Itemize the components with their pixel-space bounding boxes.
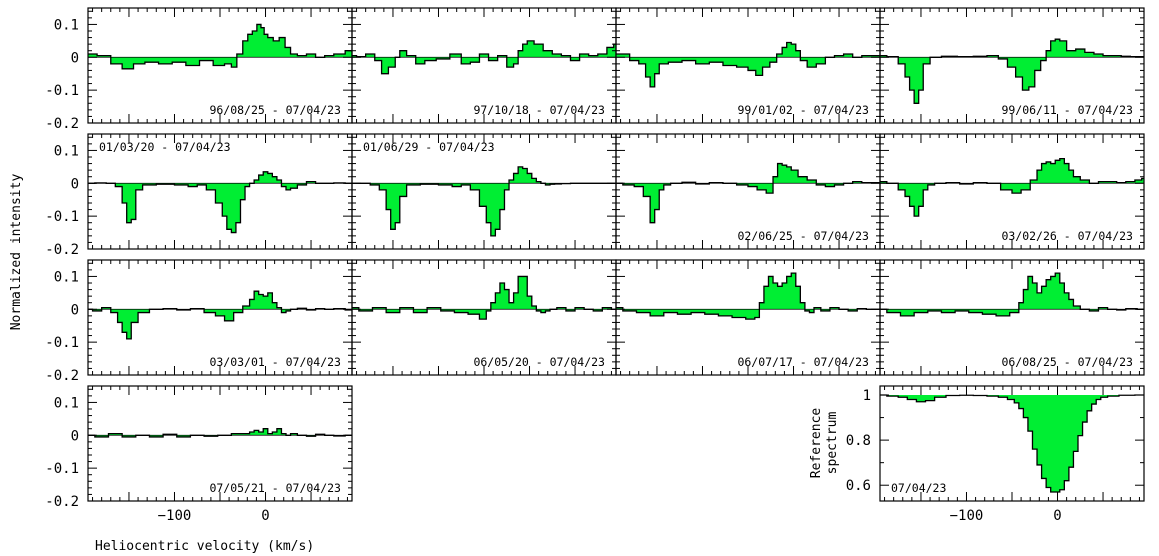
y-tick-label: 0.1 <box>54 269 79 285</box>
spectrum-fill <box>880 273 1144 316</box>
reference-y-title-line2: spectrum <box>825 412 840 475</box>
y-tick-label: -0.2 <box>45 242 79 258</box>
spectrum-line <box>352 275 616 320</box>
panel-label: 97/10/18 - 07/04/23 <box>473 103 605 117</box>
y-tick-label: 1 <box>863 388 871 404</box>
panel-label: 01/03/20 - 07/04/23 <box>99 140 231 154</box>
panel-label: 02/06/25 - 07/04/23 <box>737 229 869 243</box>
panel-label: 06/07/17 - 07/04/23 <box>737 355 869 369</box>
y-tick-label: -0.1 <box>45 335 79 351</box>
panel-label: 06/05/20 - 07/04/23 <box>473 355 605 369</box>
panel-label: 03/03/01 - 07/04/23 <box>209 355 341 369</box>
spectrum-fill <box>880 158 1144 217</box>
panel-8: 03/02/26 - 07/04/23 <box>879 133 1145 250</box>
panel-label: 99/06/11 - 07/04/23 <box>1001 103 1133 117</box>
spectrum-fill <box>352 166 616 236</box>
spectrum-fill <box>88 24 352 69</box>
panels-group: 0.1 0 -0.1 -0.2 96/08/25 - 07/04/23 97/10/18 … <box>45 7 1145 524</box>
x-tick-label: 0 <box>261 508 269 524</box>
panel-label: 03/02/26 - 07/04/23 <box>1001 229 1133 243</box>
y-tick-label: 0.1 <box>54 17 79 33</box>
panel-5: 0.1 0 -0.1 -0.2 01/03/20 - 07/04/23 <box>45 133 353 258</box>
y-tick-label: -0.2 <box>45 368 79 384</box>
y-tick-label: -0.2 <box>45 494 79 510</box>
y-tick-label: 0.6 <box>846 478 871 494</box>
spectrum-fill <box>88 291 352 339</box>
panel-9: 0.1 0 -0.1 -0.2 03/03/01 - 07/04/23 <box>45 259 353 384</box>
y-tick-label: 0.1 <box>54 395 79 411</box>
panel-reference: 1 0.8 0.6 −100 0 07/04/23 <box>846 385 1145 524</box>
panel-label: 06/08/25 - 07/04/23 <box>1001 355 1133 369</box>
spectrum-fill <box>88 171 352 233</box>
x-tick-label: −100 <box>950 508 984 524</box>
spectrum-line <box>88 428 352 438</box>
y-tick-label: -0.1 <box>45 209 79 225</box>
panel-4: 99/06/11 - 07/04/23 <box>879 7 1145 124</box>
spectrum-line <box>880 394 1144 493</box>
panel-label: 99/01/02 - 07/04/23 <box>737 103 869 117</box>
panel-12: 06/08/25 - 07/04/23 <box>879 259 1145 376</box>
spectrum-fill <box>616 42 880 87</box>
y-tick-label: -0.1 <box>45 461 79 477</box>
y-axis-title: Normalized intensity <box>9 174 24 331</box>
spectrum-line <box>88 171 352 234</box>
x-tick-label: −100 <box>158 508 192 524</box>
y-tick-label: 0.1 <box>54 143 79 159</box>
panel-7: 02/06/25 - 07/04/23 <box>615 133 881 250</box>
panel-10: 06/05/20 - 07/04/23 <box>351 259 617 376</box>
y-tick-label: 0 <box>71 428 79 444</box>
spectrum-fill <box>880 395 1144 492</box>
y-tick-label: 0 <box>71 302 79 318</box>
panel-label: 96/08/25 - 07/04/23 <box>209 103 341 117</box>
spectrum-line <box>352 166 616 237</box>
spectrum-line <box>880 272 1144 317</box>
spectrum-fill <box>616 273 880 320</box>
panel-11: 06/07/17 - 07/04/23 <box>615 259 881 376</box>
panel-13: 0.1 0 -0.1 -0.2 −100 0 07/05/21 - 07/04/23 <box>45 385 353 524</box>
spectrum-line <box>616 41 880 88</box>
y-tick-label: 0 <box>71 176 79 192</box>
spectrum-fill <box>880 39 1144 104</box>
panel-label: 01/06/29 - 07/04/23 <box>363 140 495 154</box>
panel-3: 99/01/02 - 07/04/23 <box>615 7 881 124</box>
reference-y-title-line1: Reference <box>809 408 824 479</box>
y-tick-label: -0.2 <box>45 116 79 132</box>
y-tick-label: 0.8 <box>846 433 871 449</box>
panel-6: 01/06/29 - 07/04/23 <box>351 133 617 250</box>
panel-label: 07/04/23 <box>891 481 946 495</box>
y-tick-label: -0.1 <box>45 83 79 99</box>
panel-2: 97/10/18 - 07/04/23 <box>351 7 617 124</box>
spectrum-line <box>88 23 352 70</box>
spectrum-fill <box>352 276 616 320</box>
spectrum-line <box>352 40 616 75</box>
spectrum-line <box>880 38 1144 104</box>
panel-label: 07/05/21 - 07/04/23 <box>209 481 341 495</box>
spectrum-fill <box>616 163 880 223</box>
x-axis-title: Heliocentric velocity (km/s) <box>95 539 314 554</box>
spectrum-line <box>616 272 880 320</box>
panel-1: 0.1 0 -0.1 -0.2 96/08/25 - 07/04/23 <box>45 7 353 132</box>
x-tick-label: 0 <box>1053 508 1061 524</box>
spectrum-line <box>616 162 880 224</box>
y-tick-label: 0 <box>71 50 79 66</box>
